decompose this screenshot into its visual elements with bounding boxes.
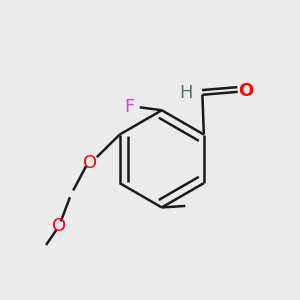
Text: O: O	[83, 154, 97, 172]
Text: O: O	[238, 82, 254, 100]
Text: H: H	[179, 84, 193, 102]
Text: F: F	[124, 98, 134, 116]
Text: O: O	[52, 217, 66, 235]
